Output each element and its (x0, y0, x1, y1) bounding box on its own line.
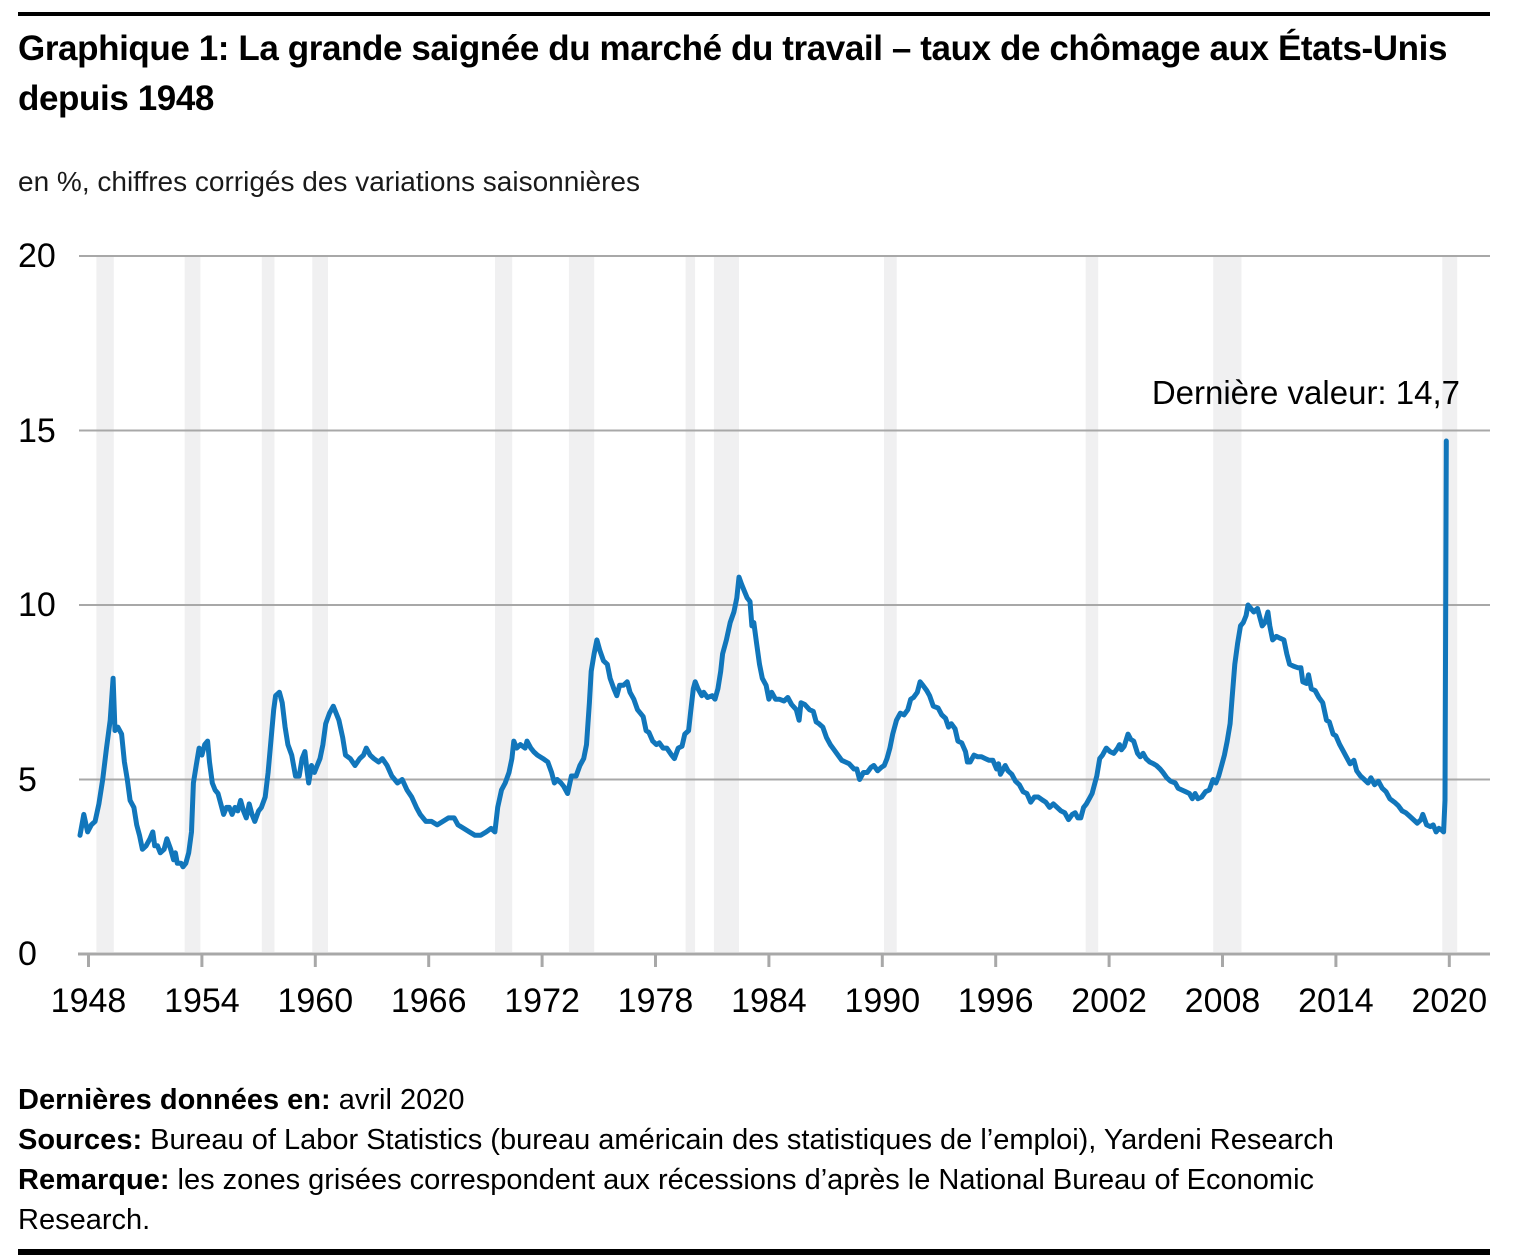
x-axis-label: 2020 (1411, 982, 1488, 1020)
top-rule (18, 12, 1490, 16)
x-axis-label: 1990 (844, 982, 921, 1020)
x-axis-label: 1984 (731, 982, 807, 1020)
x-axis-label: 1996 (957, 982, 1034, 1020)
footer-label: Sources: (18, 1124, 143, 1156)
last-value-annotation: Dernière valeur: 14,7 (1151, 374, 1460, 411)
footer-text: les zones grisées correspondent aux réce… (169, 1164, 1315, 1196)
x-axis-label: 2008 (1184, 982, 1261, 1020)
footer-text: Bureau of Labor Statistics (bureau améri… (142, 1124, 1334, 1156)
footer-line-last-data: Dernières données en: avril 2020 (18, 1080, 1518, 1120)
footer-line-sources: Sources: Bureau of Labor Statistics (bur… (18, 1120, 1518, 1160)
unemployment-line (77, 438, 1449, 870)
x-axis-label: 1966 (390, 982, 467, 1020)
footer-notes: Dernières données en: avril 2020 Sources… (18, 1080, 1518, 1240)
y-axis-label: 20 (18, 237, 56, 275)
y-axis-label: 10 (18, 586, 56, 624)
footer-label: Remarque: (18, 1164, 170, 1196)
chart-subtitle: en %, chiffres corrigés des variations s… (18, 166, 641, 197)
y-axis-label: 15 (18, 411, 56, 450)
y-axis-label: 0 (18, 935, 37, 973)
x-axis-label: 2014 (1298, 982, 1374, 1020)
footer-text: avril 2020 (330, 1084, 465, 1116)
x-axis-label: 1960 (277, 982, 354, 1020)
page-title: Graphique 1: La grande saignée du marché… (18, 29, 1448, 118)
x-axis-label: 1972 (504, 982, 580, 1020)
x-axis-label: 2002 (1071, 982, 1147, 1020)
footer-label: Dernières données en: (18, 1084, 331, 1116)
footer-text: Research. (18, 1204, 151, 1236)
x-axis-label: 1948 (50, 982, 127, 1020)
x-axis-label: 1978 (617, 982, 694, 1020)
x-axis-label: 1954 (164, 982, 240, 1020)
y-axis-label: 5 (18, 760, 37, 799)
bottom-rule (18, 1249, 1490, 1255)
footer-line-remark: Remarque: les zones grisées corresponden… (18, 1160, 1518, 1200)
footer-line-remark-cont: Research. (18, 1200, 1518, 1240)
